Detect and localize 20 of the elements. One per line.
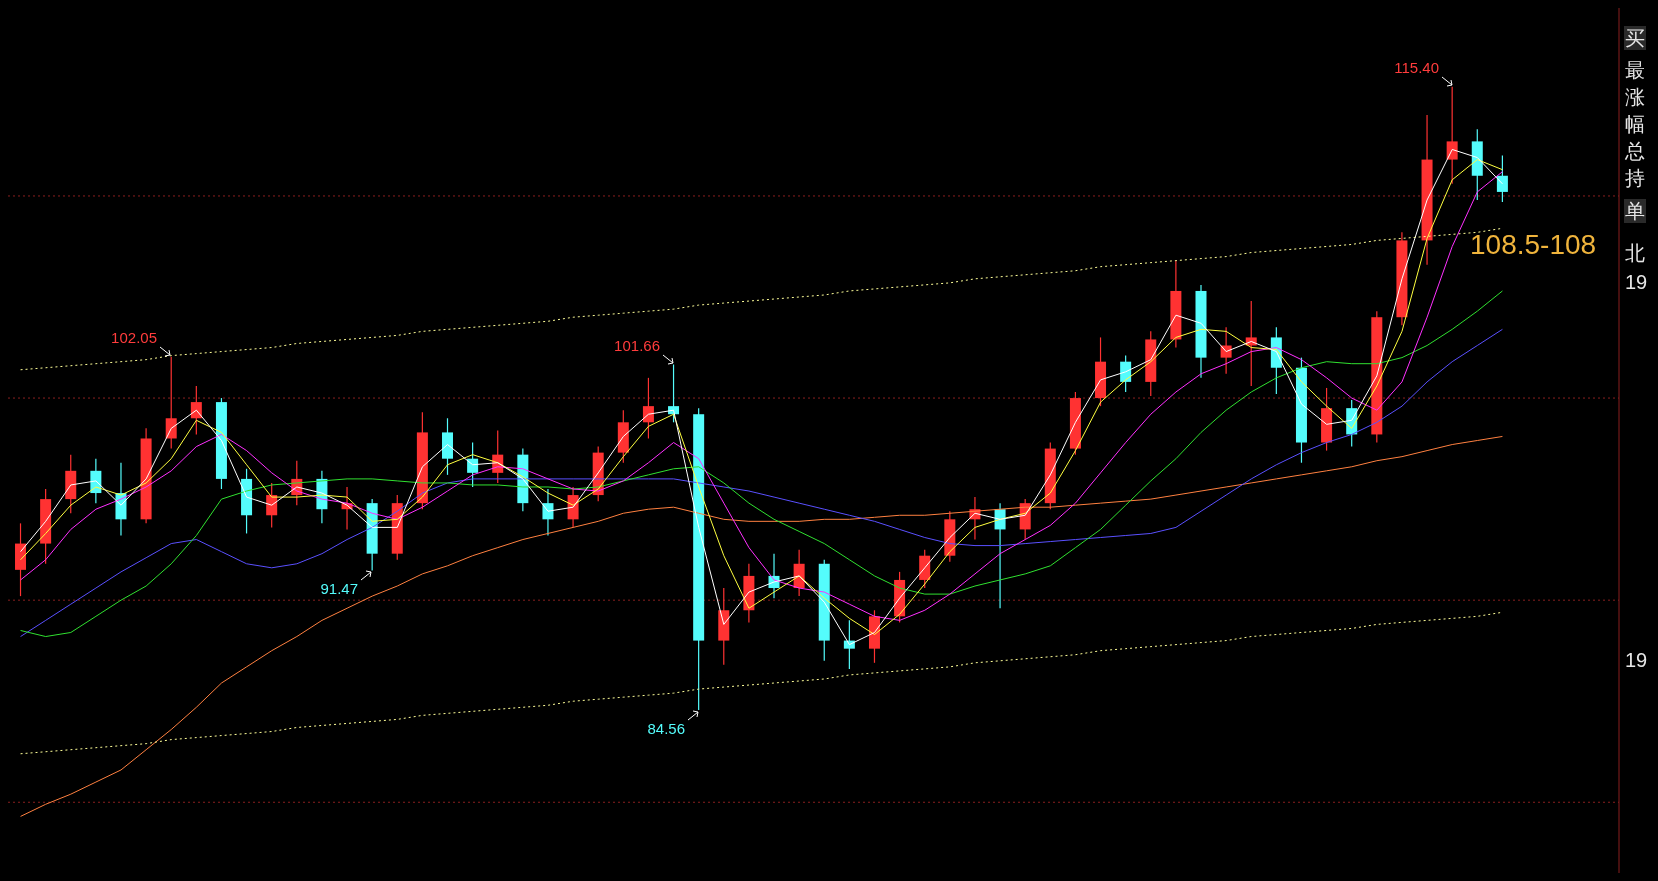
annotation: 91.47 (320, 580, 358, 597)
annotation: 101.66 (614, 337, 660, 354)
candlestick (1496, 154, 1508, 203)
annotation: 84.56 (647, 720, 685, 737)
text: 北 (1624, 241, 1646, 265)
text: 单 (1624, 199, 1646, 223)
annotation: 108.5-108 (1470, 229, 1597, 261)
candlestick (1446, 86, 1458, 185)
candlestick (467, 441, 479, 488)
text: 最 (1624, 58, 1646, 82)
text: 幅 (1624, 112, 1646, 136)
text: 19 (1624, 270, 1649, 294)
annotation: 102.05 (111, 329, 157, 346)
text: 买 (1624, 26, 1646, 50)
candlestick (1245, 300, 1257, 387)
text: 涨 (1624, 85, 1646, 109)
text: 持 (1624, 166, 1646, 190)
text: 19 (1624, 648, 1649, 672)
text: 总 (1624, 139, 1646, 163)
annotation: 115.40 (1394, 59, 1439, 76)
